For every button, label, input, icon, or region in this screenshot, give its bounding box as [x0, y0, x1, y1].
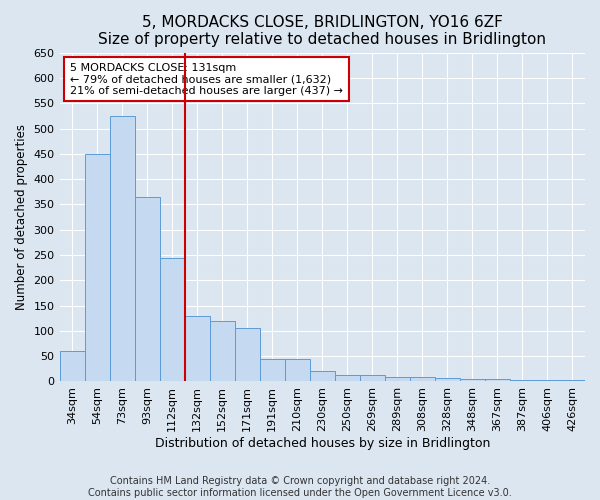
X-axis label: Distribution of detached houses by size in Bridlington: Distribution of detached houses by size …: [155, 437, 490, 450]
Text: Contains HM Land Registry data © Crown copyright and database right 2024.
Contai: Contains HM Land Registry data © Crown c…: [88, 476, 512, 498]
Bar: [410, 378, 435, 382]
Bar: [160, 258, 185, 382]
Bar: [485, 380, 510, 382]
Bar: [310, 372, 335, 382]
Bar: [560, 380, 585, 382]
Bar: [59, 351, 85, 382]
Bar: [209, 321, 235, 382]
Bar: [285, 358, 310, 382]
Bar: [385, 378, 410, 382]
Bar: [85, 154, 110, 382]
Bar: [510, 380, 535, 382]
Bar: [185, 316, 209, 382]
Bar: [260, 358, 285, 382]
Y-axis label: Number of detached properties: Number of detached properties: [15, 124, 28, 310]
Bar: [460, 379, 485, 382]
Text: 5 MORDACKS CLOSE: 131sqm
← 79% of detached houses are smaller (1,632)
21% of sem: 5 MORDACKS CLOSE: 131sqm ← 79% of detach…: [70, 62, 343, 96]
Bar: [435, 378, 460, 382]
Bar: [235, 328, 260, 382]
Bar: [110, 116, 134, 382]
Bar: [134, 197, 160, 382]
Bar: [535, 380, 560, 382]
Bar: [360, 376, 385, 382]
Title: 5, MORDACKS CLOSE, BRIDLINGTON, YO16 6ZF
Size of property relative to detached h: 5, MORDACKS CLOSE, BRIDLINGTON, YO16 6ZF…: [98, 15, 546, 48]
Bar: [335, 376, 360, 382]
